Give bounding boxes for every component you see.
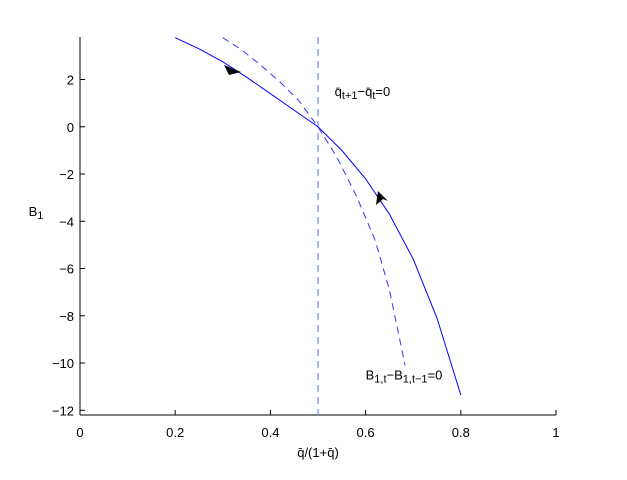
subscript: 1,t−1: [403, 374, 428, 386]
x-tick-label: 0.2: [166, 425, 184, 440]
arrow-head: [378, 191, 388, 201]
text-part: =0: [428, 368, 443, 383]
x-tick-label: 0.6: [357, 425, 375, 440]
y-tick-label: −2: [59, 167, 74, 182]
text-part: =0: [375, 84, 390, 99]
x-tick-label: 0.8: [452, 425, 470, 440]
subscript: t: [372, 90, 375, 102]
subscript: 1,t: [374, 374, 386, 386]
text-part: q̄: [335, 84, 342, 99]
text-part: −q̄: [358, 84, 373, 99]
annotation: q̄t+1−q̄t=0: [335, 84, 391, 102]
y-tick-label: −4: [59, 214, 74, 229]
x-tick-label: 0: [76, 425, 83, 440]
arrow-head: [376, 191, 383, 205]
y-tick-label: 2: [67, 73, 74, 88]
y-tick-label: −12: [52, 403, 74, 418]
subscript: 1: [37, 210, 43, 222]
annotation: B1,t−B1,t−1=0: [366, 368, 443, 386]
y-tick-label: 0: [67, 120, 74, 135]
text-part: B: [29, 204, 38, 219]
text-part: q̄/(1+q̄): [297, 445, 339, 460]
y-tick-label: −8: [59, 309, 74, 324]
x-axis-label: q̄/(1+q̄): [297, 445, 339, 460]
text-part: −B: [387, 368, 403, 383]
x-tick-label: 0.4: [261, 425, 279, 440]
subscript: t+1: [342, 90, 358, 102]
curve: [222, 37, 406, 366]
curve: [174, 37, 462, 396]
y-axis-label: B1: [29, 204, 44, 222]
x-tick-label: 1: [552, 425, 559, 440]
text-part: B: [366, 368, 375, 383]
arrow-head: [224, 65, 241, 75]
y-tick-label: −10: [52, 356, 74, 371]
y-tick-label: −6: [59, 262, 74, 277]
